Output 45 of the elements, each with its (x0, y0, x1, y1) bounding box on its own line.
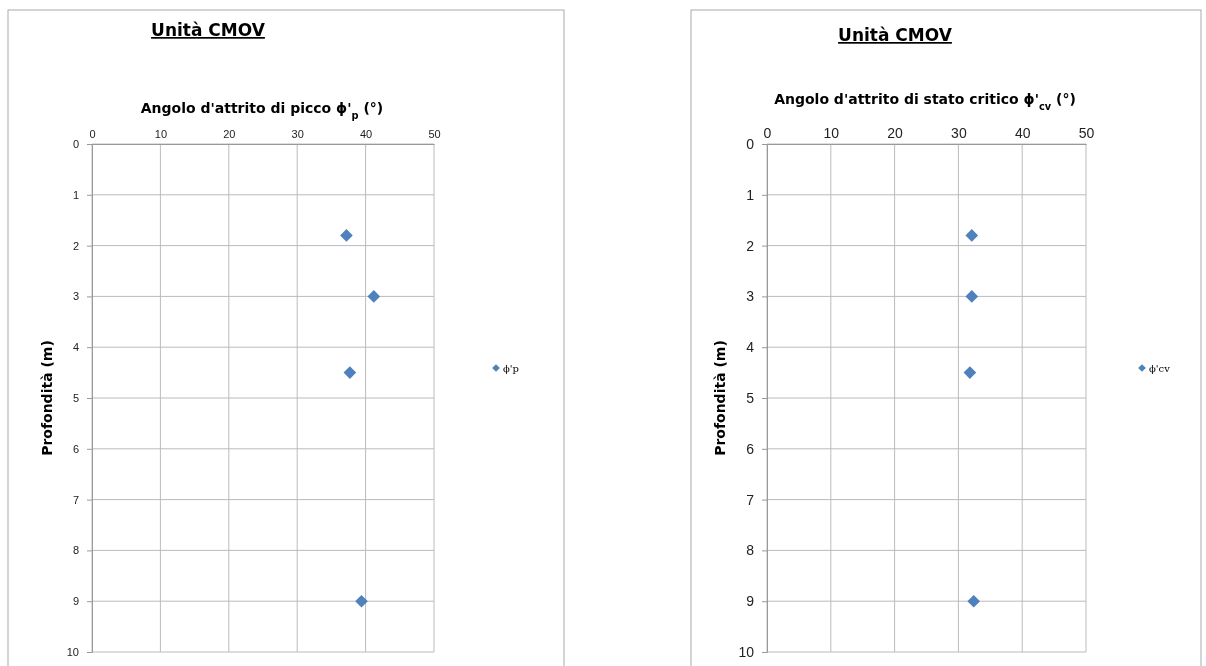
x-tick-label: 30 (291, 128, 304, 140)
y-tick-label: 7 (746, 491, 755, 508)
legend-label: ϕ'p (503, 363, 519, 374)
y-tick-label: 10 (66, 646, 79, 659)
y-tick-label: 0 (72, 138, 79, 151)
x-axis-title: Angolo d'attrito di stato critico ϕ'$_{cv}$ (°) (774, 91, 1076, 112)
y-axis-title: Profondità (m) (712, 340, 728, 456)
x-tick-label: 50 (428, 128, 441, 140)
y-tick-label: 8 (72, 544, 79, 557)
y-tick-label: 3 (746, 288, 755, 305)
y-tick-label: 4 (746, 339, 755, 356)
y-tick-label: 1 (746, 186, 755, 203)
x-tick-label: 30 (951, 125, 967, 141)
x-tick-label: 0 (89, 128, 96, 140)
chart-title: Unità CMOV (151, 20, 266, 40)
y-tick-label: 6 (72, 442, 79, 455)
y-tick-label: 5 (746, 389, 755, 406)
point (343, 366, 357, 379)
point (367, 290, 381, 303)
x-tick-label: 40 (1014, 125, 1031, 141)
y-axis-title: Profondità (m) (39, 340, 55, 456)
y-tick-label: 5 (72, 392, 79, 405)
y-tick-label: 1 (72, 188, 79, 201)
point (340, 229, 353, 242)
y-tick-label: 4 (72, 341, 79, 354)
x-tick-label: 20 (223, 128, 236, 140)
y-tick-label: 6 (746, 440, 755, 457)
x-axis-title: Angolo d'attrito di picco ϕ'$_{p}$ (°) (140, 100, 384, 121)
y-tick-label: 2 (746, 237, 755, 254)
x-tick-label: 0 (763, 125, 772, 141)
y-tick-label: 9 (746, 593, 755, 610)
y-tick-label: 8 (746, 542, 755, 559)
x-tick-label: 20 (887, 125, 904, 141)
chart-title: Unità CMOV (838, 25, 953, 45)
point (355, 594, 368, 608)
y-tick-label: 7 (72, 493, 79, 506)
y-tick-label: 10 (738, 643, 755, 660)
y-tick-label: 9 (72, 595, 79, 608)
x-tick-label: 40 (359, 128, 373, 140)
x-tick-label: 50 (1078, 125, 1095, 141)
y-tick-label: 2 (72, 239, 79, 252)
x-tick-label: 10 (823, 125, 840, 141)
x-tick-label: 10 (154, 128, 168, 140)
legend-label: ϕ'cv (1149, 363, 1171, 374)
y-tick-label: 3 (72, 290, 79, 303)
